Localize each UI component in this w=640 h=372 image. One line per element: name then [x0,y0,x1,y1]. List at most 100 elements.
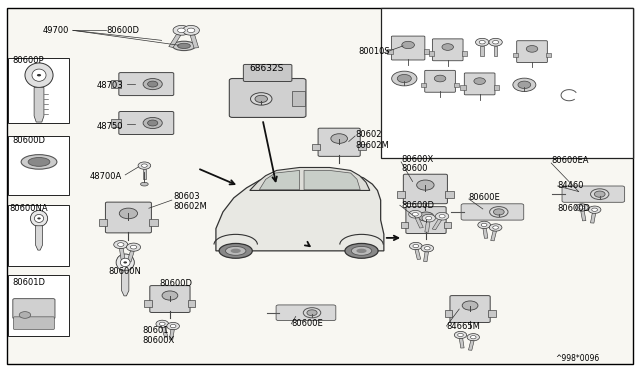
Ellipse shape [513,78,536,92]
Polygon shape [491,231,497,241]
Bar [292,92,305,106]
Polygon shape [494,46,497,56]
Bar [99,219,108,227]
Bar [8,136,69,195]
Ellipse shape [120,258,130,267]
Polygon shape [143,169,146,179]
Bar [111,80,122,88]
Text: 49700: 49700 [42,26,68,35]
Ellipse shape [489,38,502,46]
FancyBboxPatch shape [13,299,55,319]
Text: 80600D: 80600D [106,26,139,35]
Ellipse shape [250,93,272,105]
Ellipse shape [421,245,434,252]
Polygon shape [304,170,360,190]
Text: 80600D: 80600D [557,205,591,214]
Text: 80600NA: 80600NA [10,205,48,214]
Bar [111,119,122,127]
Ellipse shape [422,214,435,222]
FancyBboxPatch shape [150,286,190,312]
FancyBboxPatch shape [465,73,495,95]
Polygon shape [127,251,134,262]
Polygon shape [259,170,300,190]
Ellipse shape [116,254,134,271]
Bar [421,83,426,87]
Bar [397,190,405,198]
Text: 80600P: 80600P [12,56,44,65]
FancyBboxPatch shape [406,207,446,234]
FancyBboxPatch shape [106,202,152,233]
Ellipse shape [127,243,141,251]
Text: 80010S: 80010S [358,47,390,56]
Ellipse shape [518,81,531,89]
Text: 80602M: 80602M [173,202,207,211]
Bar [401,221,408,228]
Bar [513,53,518,57]
Bar [461,85,466,90]
FancyBboxPatch shape [516,41,547,62]
Ellipse shape [331,134,348,143]
Ellipse shape [470,336,476,339]
Polygon shape [468,341,474,350]
Polygon shape [216,171,384,251]
Ellipse shape [442,44,454,50]
Ellipse shape [595,191,605,197]
Bar [488,311,495,317]
Bar [188,301,195,307]
Bar [444,221,451,228]
Bar [358,144,366,150]
Ellipse shape [467,334,479,341]
Bar [462,51,467,55]
Text: 80602: 80602 [355,129,381,139]
Text: 84665M: 84665M [447,321,480,331]
Text: 80602M: 80602M [355,141,389,150]
Ellipse shape [592,208,598,211]
Text: 48703: 48703 [97,81,123,90]
Polygon shape [591,213,596,223]
Ellipse shape [458,333,463,337]
Ellipse shape [303,308,321,318]
Ellipse shape [148,120,158,126]
Bar [454,83,460,87]
Text: 80600: 80600 [401,164,428,173]
Bar [445,190,454,198]
Ellipse shape [141,164,147,167]
Ellipse shape [588,206,601,214]
Ellipse shape [462,301,478,310]
FancyBboxPatch shape [562,186,625,202]
Polygon shape [425,222,430,232]
Ellipse shape [37,217,41,219]
Ellipse shape [591,189,609,199]
FancyBboxPatch shape [119,112,173,135]
Text: 80600D: 80600D [159,279,192,288]
Ellipse shape [490,206,508,217]
Ellipse shape [131,245,137,249]
Ellipse shape [159,322,165,326]
Ellipse shape [356,248,367,253]
Bar [8,58,69,123]
FancyBboxPatch shape [450,296,490,323]
Text: 80601: 80601 [143,326,169,335]
Ellipse shape [182,25,200,35]
Ellipse shape [351,246,372,255]
Text: 80600N: 80600N [108,267,141,276]
Ellipse shape [493,226,499,229]
FancyBboxPatch shape [243,64,292,81]
FancyBboxPatch shape [318,128,360,156]
Ellipse shape [25,63,53,87]
Ellipse shape [493,209,504,215]
Polygon shape [34,87,44,122]
Ellipse shape [479,41,485,44]
Ellipse shape [21,155,57,169]
Ellipse shape [575,204,588,211]
Ellipse shape [255,95,268,103]
Ellipse shape [167,323,179,330]
Bar [312,144,320,150]
Bar [429,51,434,55]
Polygon shape [162,327,168,337]
Ellipse shape [409,211,422,218]
Ellipse shape [118,243,124,246]
Ellipse shape [28,157,50,166]
Ellipse shape [119,208,138,219]
Ellipse shape [143,118,163,129]
